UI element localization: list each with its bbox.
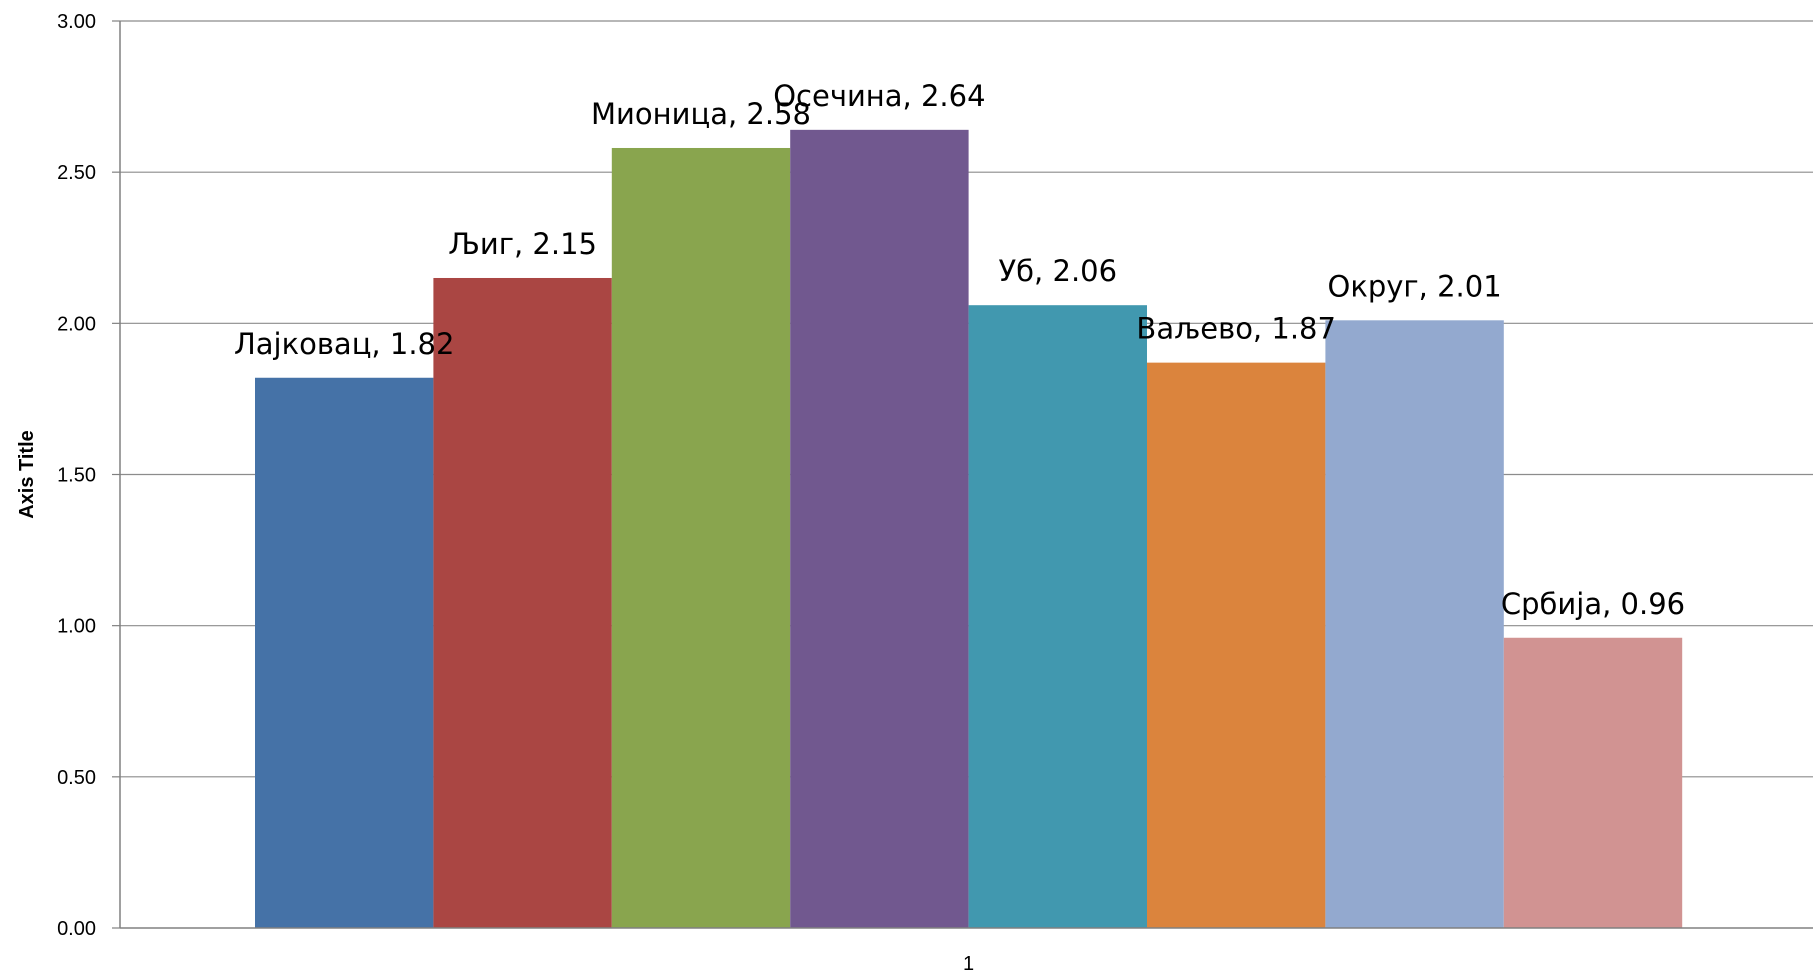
bar-1 (255, 377, 434, 929)
bar-4 (790, 129, 969, 929)
y-tick-label: 2.00 (57, 313, 96, 335)
y-tick-label: 0.50 (57, 767, 96, 789)
y-tick-label: 0.00 (57, 918, 96, 940)
x-tick-label: 1 (963, 953, 974, 975)
y-axis-title: Axis Title (16, 430, 38, 519)
data-label-5: Уб, 2.06 (999, 254, 1118, 288)
data-label-1: Лајковац, 1.82 (234, 327, 455, 361)
bar-2 (433, 277, 612, 928)
y-tick-label: 3.00 (57, 11, 96, 33)
bar-7 (1325, 320, 1504, 928)
data-label-2: Љиг, 2.15 (448, 227, 597, 261)
data-label-3: Мионица, 2.58 (591, 97, 811, 131)
bars (255, 129, 1683, 929)
y-tick-label: 2.50 (57, 162, 96, 184)
data-label-4: Осечина, 2.64 (773, 79, 985, 113)
y-tick-label: 1.50 (57, 465, 96, 487)
data-label-7: Округ, 2.01 (1328, 269, 1502, 303)
data-labels: Лајковац, 1.82 Љиг, 2.15 Мионица, 2.58Осеч… (234, 79, 1685, 621)
data-label-8: Србија, 0.96 (1501, 587, 1685, 621)
bar-3 (611, 147, 791, 929)
data-label-6: Ваљево, 1.87 (1136, 312, 1336, 346)
bar-8 (1503, 637, 1683, 928)
bar-5 (968, 305, 1147, 928)
y-axis-ticks: 0.00 0.50 1.00 1.50 2.00 2.50 3.00 (57, 11, 120, 940)
bar-6 (1147, 362, 1326, 928)
y-tick-label: 1.00 (57, 616, 96, 638)
